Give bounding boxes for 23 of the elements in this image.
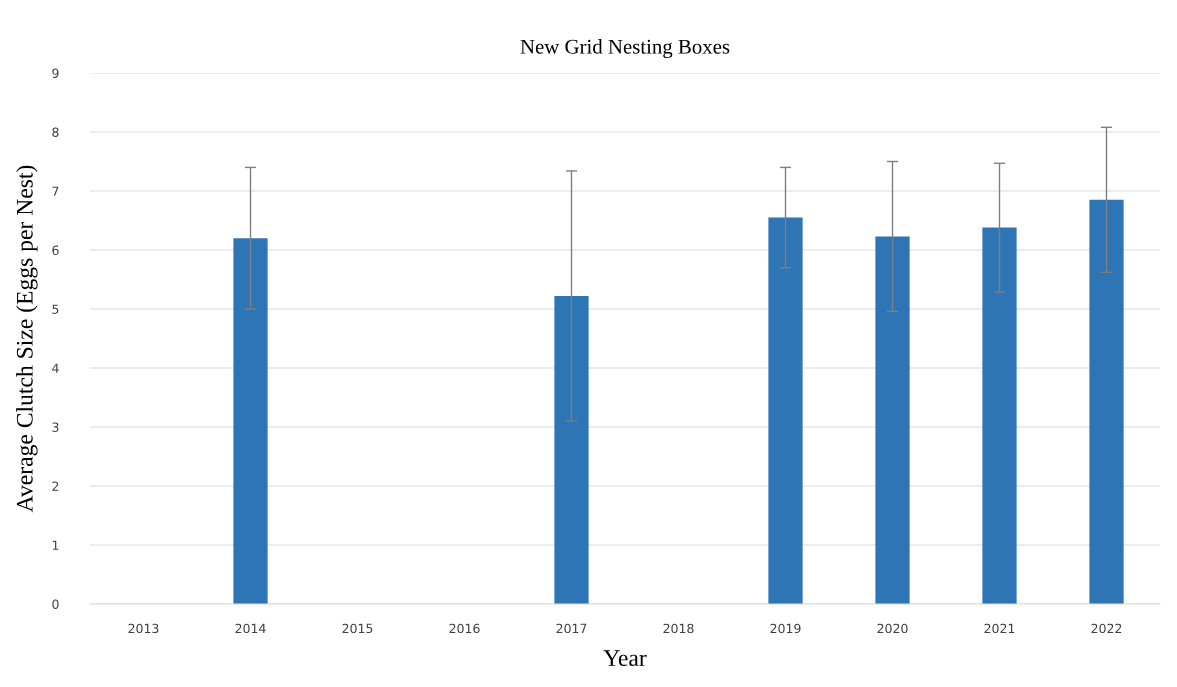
x-tick-label: 2016: [449, 623, 480, 634]
x-tick-label: 2019: [770, 623, 801, 634]
x-tick-label: 2017: [556, 623, 587, 634]
x-tick-label: 2021: [984, 623, 1015, 634]
y-tick-label: 3: [52, 422, 59, 432]
x-tick-label: 2015: [342, 623, 373, 634]
x-tick-label: 2018: [663, 623, 694, 634]
y-tick-label: 5: [52, 304, 59, 314]
y-tick-label: 1: [52, 540, 59, 550]
y-tick-label: 4: [52, 363, 59, 373]
y-tick-label: 8: [52, 127, 59, 137]
y-axis-title: Average Clutch Size (Eggs per Nest): [16, 165, 38, 513]
y-tick-label: 9: [52, 68, 59, 78]
y-tick-label: 2: [52, 481, 59, 491]
x-axis-title: Year: [603, 650, 647, 667]
x-tick-label: 2022: [1091, 623, 1122, 634]
y-tick-label: 7: [52, 186, 59, 196]
x-tick-label: 2020: [877, 623, 908, 634]
chart-title: New Grid Nesting Boxes: [520, 39, 730, 59]
x-tick-label: 2014: [235, 623, 266, 634]
x-tick-label: 2013: [128, 623, 159, 634]
y-tick-label: 0: [52, 599, 59, 609]
y-tick-label: 6: [52, 245, 59, 255]
